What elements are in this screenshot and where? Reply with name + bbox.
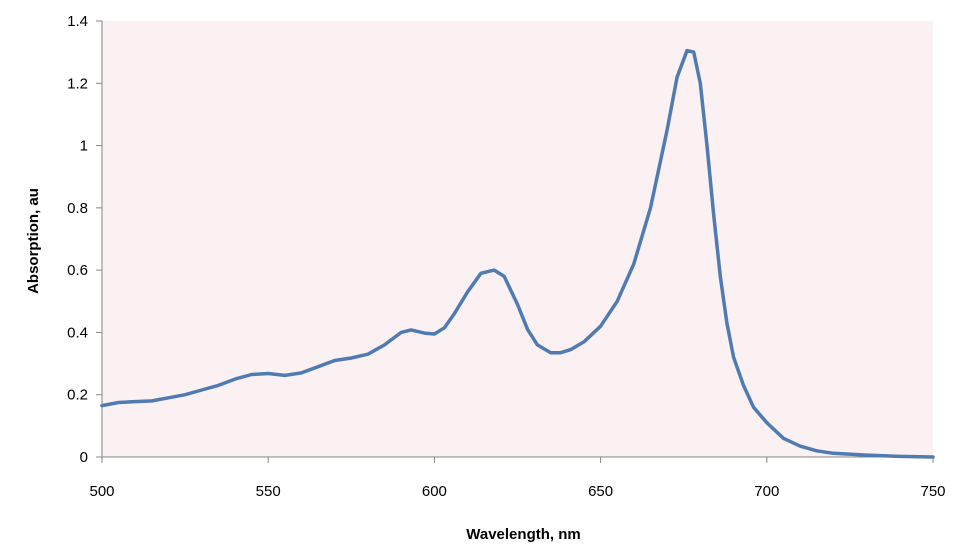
y-tick-label: 0.4 bbox=[67, 324, 88, 341]
ticks: 0 0.2 0.4 0.6 0.8 1 1.2 1.4 500 550 600 650 700 750 bbox=[67, 13, 945, 500]
x-tick-label: 550 bbox=[256, 483, 281, 500]
y-axis-title: Absorption, au bbox=[25, 188, 42, 294]
x-tick-label: 700 bbox=[754, 483, 779, 500]
x-tick-label: 500 bbox=[89, 483, 114, 500]
y-tick-label: 1 bbox=[80, 138, 88, 155]
y-tick-label: 0.6 bbox=[67, 262, 88, 279]
x-axis-title: Wavelength, nm bbox=[466, 526, 580, 543]
plot-area bbox=[102, 21, 933, 457]
y-tick-label: 0.8 bbox=[67, 200, 88, 217]
y-tick-label: 0.2 bbox=[67, 387, 88, 404]
x-tick-label: 750 bbox=[920, 483, 945, 500]
y-tick-label: 1.4 bbox=[67, 13, 88, 30]
y-tick-label: 1.2 bbox=[67, 75, 88, 92]
x-tick-label: 650 bbox=[588, 483, 613, 500]
series-layer bbox=[100, 48, 935, 459]
y-tick-label: 0 bbox=[80, 449, 88, 466]
x-tick-label: 600 bbox=[422, 483, 447, 500]
series-line bbox=[100, 48, 935, 459]
axes bbox=[101, 21, 933, 458]
